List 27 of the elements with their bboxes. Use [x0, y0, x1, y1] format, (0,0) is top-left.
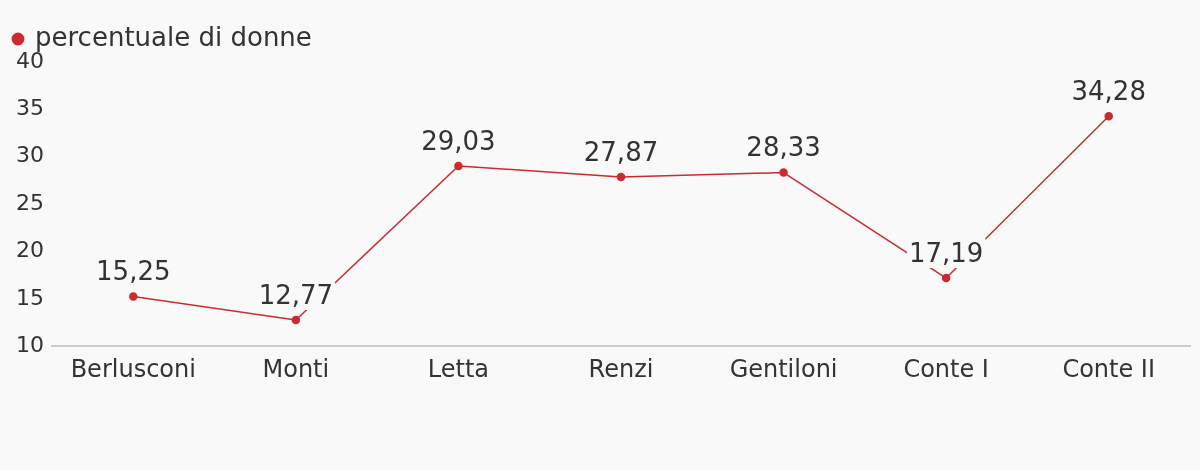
- x-tick-label: Berlusconi: [70, 354, 196, 383]
- y-tick-label: 10: [15, 331, 44, 357]
- x-tick-label: Conte II: [1062, 354, 1156, 383]
- x-tick-label: Letta: [427, 354, 490, 383]
- point: [616, 172, 626, 182]
- y-tick-label: 20: [15, 237, 44, 263]
- point: [454, 161, 463, 171]
- y-tick-label: 15: [15, 284, 44, 310]
- y-tick-label: 25: [15, 189, 44, 215]
- data-label: 34,28: [1071, 75, 1146, 106]
- point: [291, 315, 301, 325]
- data-label: 17,19: [908, 237, 984, 268]
- x-tick-label: Monti: [262, 354, 330, 383]
- x-tick-label: Gentiloni: [729, 354, 838, 383]
- data-label: 15,25: [96, 256, 171, 287]
- y-tick-label: 30: [15, 142, 44, 168]
- data-label: 12,77: [258, 279, 334, 310]
- y-tick-label: 35: [15, 95, 44, 121]
- x-tick-label: Conte I: [903, 354, 989, 383]
- x-tick-label: Renzi: [588, 354, 654, 383]
- point: [1104, 111, 1113, 121]
- point: [129, 292, 138, 301]
- data-label: 29,03: [421, 125, 496, 156]
- data-label: 28,33: [746, 132, 821, 163]
- point: [779, 168, 788, 177]
- point: [941, 273, 951, 283]
- data-label: 27,87: [583, 136, 659, 167]
